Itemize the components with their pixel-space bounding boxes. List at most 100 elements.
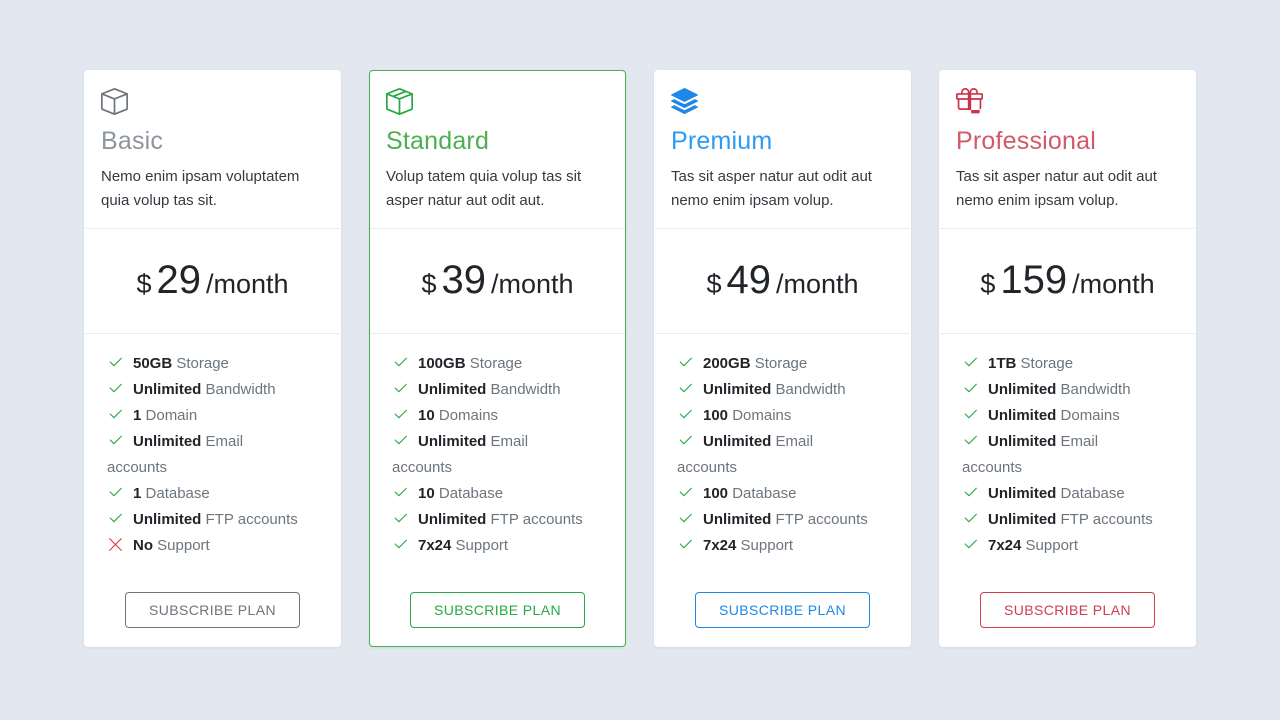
check-icon <box>394 409 407 419</box>
feature-value: 100 <box>703 407 729 424</box>
feature-value: Unlimited <box>133 511 202 528</box>
plan-title: Premium <box>671 127 773 155</box>
feature-item: 200GB Storage <box>671 351 894 377</box>
plan-footer: SUBSCRIBE PLAN <box>655 592 910 646</box>
check-icon <box>394 513 407 523</box>
check-icon <box>964 539 977 549</box>
feature-item: Unlimited Bandwidth <box>956 377 1179 403</box>
plan-description: Nemo enim ipsam voluptatem quia volup ta… <box>101 168 300 209</box>
plan-header: Basic Nemo enim ipsam voluptatem quia vo… <box>85 71 340 228</box>
feature-item: 50GB Storage <box>101 351 324 377</box>
feature-item: Unlimited FTP accounts <box>386 507 609 533</box>
check-icon <box>679 409 692 419</box>
subscribe-button[interactable]: SUBSCRIBE PLAN <box>980 592 1155 628</box>
feature-item: Unlimited Email accounts <box>386 429 609 481</box>
feature-item: Unlimited Email accounts <box>671 429 894 481</box>
feature-value: 7x24 <box>988 537 1022 554</box>
subscribe-button[interactable]: SUBSCRIBE PLAN <box>410 592 585 628</box>
plan-footer: SUBSCRIBE PLAN <box>940 592 1195 646</box>
feature-item: 100 Domains <box>671 403 894 429</box>
plan-description: Tas sit asper natur aut odit aut nemo en… <box>671 168 872 209</box>
feature-item: 1 Database <box>101 481 324 507</box>
feature-item: Unlimited FTP accounts <box>101 507 324 533</box>
price-currency: $ <box>136 269 152 299</box>
feature-item: Unlimited FTP accounts <box>671 507 894 533</box>
feature-value: Unlimited <box>988 511 1057 528</box>
check-icon <box>679 513 692 523</box>
feature-label: Bandwidth <box>490 381 561 398</box>
plan-footer: SUBSCRIBE PLAN <box>85 592 340 646</box>
check-icon <box>109 383 122 393</box>
feature-label: Support <box>455 537 509 554</box>
check-icon <box>109 357 122 367</box>
check-icon <box>679 383 692 393</box>
check-icon <box>679 539 692 549</box>
cross-icon <box>109 538 122 551</box>
feature-item: 1 Domain <box>101 403 324 429</box>
plan-price: $159/month <box>940 228 1195 334</box>
check-icon <box>109 409 122 419</box>
stack-icon <box>670 88 894 115</box>
plan-price: $29/month <box>85 228 340 334</box>
feature-label: Storage <box>754 355 808 372</box>
plan-description: Volup tatem quia volup tas sit asper nat… <box>386 168 582 209</box>
plan-header: Standard Volup tatem quia volup tas sit … <box>370 71 625 228</box>
plan-description: Tas sit asper natur aut odit aut nemo en… <box>956 168 1157 209</box>
feature-label: Support <box>1025 537 1079 554</box>
plan-features: 50GB Storage Unlimited Bandwidth 1 Domain U… <box>85 334 340 559</box>
check-icon <box>394 539 407 549</box>
feature-value: Unlimited <box>988 433 1057 450</box>
feature-value: 10 <box>418 407 435 424</box>
feature-value: 100 <box>703 485 729 502</box>
plan-footer: SUBSCRIBE PLAN <box>370 592 625 646</box>
feature-label: Database <box>438 485 504 502</box>
feature-item: 7x24 Support <box>956 533 1179 559</box>
check-icon <box>109 435 122 445</box>
price-amount: 49 <box>726 258 771 302</box>
feature-value: 50GB <box>133 355 173 372</box>
plan-header: Professional Tas sit asper natur aut odi… <box>940 71 1195 228</box>
feature-label: Storage <box>176 355 229 372</box>
plan-price: $49/month <box>655 228 910 334</box>
subscribe-button[interactable]: SUBSCRIBE PLAN <box>695 592 870 628</box>
price-period: /month <box>1072 269 1155 299</box>
feature-item: 7x24 Support <box>386 533 609 559</box>
price-period: /month <box>775 269 859 299</box>
check-icon <box>964 383 977 393</box>
feature-value: 1 <box>133 407 142 424</box>
feature-label: FTP accounts <box>490 511 583 528</box>
check-icon <box>964 357 977 367</box>
subscribe-button[interactable]: SUBSCRIBE PLAN <box>125 592 300 628</box>
feature-label: Email accounts <box>392 433 529 476</box>
feature-value: 1 <box>133 485 142 502</box>
feature-label: Bandwidth <box>1060 381 1131 398</box>
plan-features: 1TB Storage Unlimited Bandwidth Unlimited … <box>940 334 1195 559</box>
feature-label: Email accounts <box>677 433 814 476</box>
check-icon <box>964 487 977 497</box>
price-period: /month <box>490 269 574 299</box>
feature-label: Email accounts <box>107 433 244 476</box>
price-amount: 159 <box>1000 258 1068 302</box>
price-amount: 29 <box>156 258 201 302</box>
feature-value: Unlimited <box>988 485 1057 502</box>
feature-item: Unlimited Bandwidth <box>101 377 324 403</box>
check-icon <box>109 487 122 497</box>
feature-value: Unlimited <box>988 381 1057 398</box>
feature-item: 10 Domains <box>386 403 609 429</box>
price-amount: 39 <box>441 258 486 302</box>
plan-title: Standard <box>386 127 490 155</box>
feature-label: Support <box>740 537 794 554</box>
feature-value: 1TB <box>988 355 1017 372</box>
feature-item: Unlimited Email accounts <box>956 429 1179 481</box>
feature-label: Support <box>157 537 210 554</box>
feature-value: 10 <box>418 485 435 502</box>
feature-value: 7x24 <box>418 537 452 554</box>
price-period: /month <box>205 269 289 299</box>
check-icon <box>679 357 692 367</box>
check-icon <box>394 487 407 497</box>
feature-label: Domains <box>732 407 792 424</box>
feature-value: Unlimited <box>418 511 487 528</box>
feature-item: No Support <box>101 533 324 559</box>
feature-item: Unlimited Database <box>956 481 1179 507</box>
feature-value: Unlimited <box>133 433 202 450</box>
